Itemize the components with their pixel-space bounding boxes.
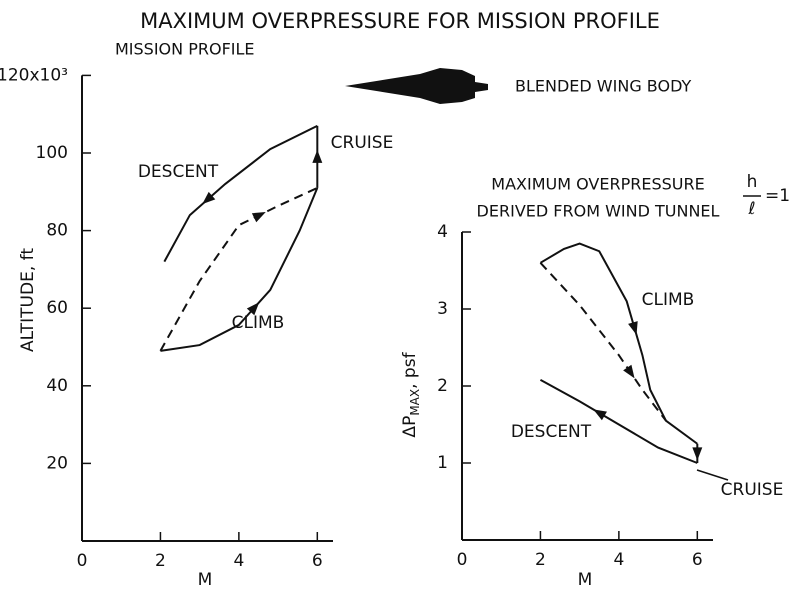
series-line — [159, 187, 318, 352]
y-tick-label: 80 — [46, 221, 68, 241]
y-tick-label: 40 — [46, 376, 68, 396]
y-axis-label: ΔPMAX, psf — [400, 351, 422, 437]
x-tick-label: 6 — [692, 550, 703, 570]
y-axis-label: ALTITUDE, ft — [18, 248, 38, 352]
direction-arrow — [623, 364, 635, 379]
x-tick-label: 6 — [312, 551, 323, 571]
direction-arrow — [628, 321, 638, 335]
series-label: DESCENT — [511, 422, 592, 442]
y-tick-label: 1 — [437, 453, 448, 473]
series-label: CLIMB — [232, 313, 285, 333]
label-pointer — [696, 469, 729, 481]
series-label: CLIMB — [642, 290, 695, 310]
x-tick-label: 2 — [155, 551, 166, 571]
direction-arrow — [251, 212, 266, 223]
x-tick-label: 2 — [535, 550, 546, 570]
y-label-main: ΔP — [400, 416, 420, 438]
y-tick-label: 2 — [437, 376, 448, 396]
direction-arrow — [312, 149, 323, 163]
ratio-denominator: ℓ — [747, 199, 755, 219]
y-tick-label: 120x10³ — [0, 65, 68, 85]
series-line — [539, 262, 667, 422]
direction-arrow — [593, 409, 607, 421]
series-label: CRUISE — [331, 133, 394, 153]
y-tick-label: 3 — [437, 299, 448, 319]
y-tick-label: 20 — [46, 453, 68, 473]
x-axis-label: M — [578, 570, 593, 590]
series-line — [539, 242, 698, 445]
series-label: DESCENT — [138, 162, 219, 182]
x-tick-label: 4 — [233, 551, 244, 571]
direction-arrow — [246, 302, 260, 316]
x-tick-label: 4 — [613, 550, 624, 570]
x-tick-label: 0 — [457, 550, 468, 570]
x-tick-label: 0 — [77, 551, 88, 571]
ratio-numerator: h — [747, 172, 758, 192]
y-label-unit: , psf — [400, 351, 420, 388]
y-tick-label: 60 — [46, 298, 68, 318]
aircraft-label: BLENDED WING BODY — [515, 77, 692, 96]
series-line — [163, 124, 318, 263]
aircraft-icon — [345, 68, 488, 104]
direction-arrow — [692, 447, 703, 461]
y-label-sub: MAX — [408, 389, 422, 416]
x-axis-label: M — [198, 570, 213, 590]
main-title: MAXIMUM OVERPRESSURE FOR MISSION PROFILE — [140, 9, 660, 33]
y-tick-label: 4 — [437, 222, 448, 242]
direction-arrow — [202, 191, 216, 205]
series-label: CRUISE — [721, 480, 784, 500]
chart-title: DERIVED FROM WIND TUNNEL — [477, 202, 720, 221]
chart-title: MAXIMUM OVERPRESSURE — [491, 175, 704, 194]
chart-title: MISSION PROFILE — [115, 40, 255, 59]
ratio-value: =1 — [765, 186, 790, 206]
y-tick-label: 100 — [36, 143, 68, 163]
series-line — [539, 378, 698, 464]
